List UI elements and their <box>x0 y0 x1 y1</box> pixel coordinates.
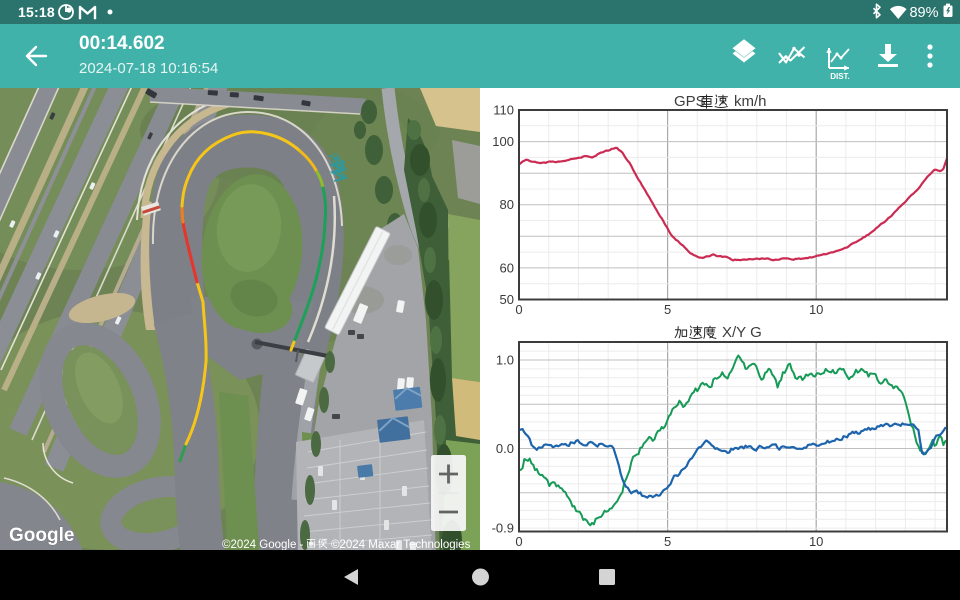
svg-text:0: 0 <box>515 534 522 549</box>
svg-text:110: 110 <box>493 103 514 118</box>
svg-text:1.0: 1.0 <box>496 353 514 368</box>
svg-text:10: 10 <box>809 302 823 317</box>
svg-text:100: 100 <box>492 134 514 149</box>
svg-text:60: 60 <box>500 260 514 275</box>
svg-text:Google: Google <box>9 525 74 546</box>
svg-text:80: 80 <box>500 197 514 212</box>
svg-text:0: 0 <box>515 302 522 317</box>
svg-text:GPS: GPS <box>674 93 706 110</box>
svg-text:0.0: 0.0 <box>496 441 514 456</box>
svg-text:DIST.: DIST. <box>830 72 850 81</box>
svg-text:5: 5 <box>664 302 671 317</box>
svg-text:-0.9: -0.9 <box>492 521 514 536</box>
svg-text:5: 5 <box>664 534 671 549</box>
svg-text:©2024 Maxar Technologies: ©2024 Maxar Technologies <box>331 539 471 550</box>
svg-text:10: 10 <box>809 534 823 549</box>
svg-text:50: 50 <box>500 292 514 307</box>
svg-text:X/Y G: X/Y G <box>722 324 762 341</box>
svg-text:©2024 Google -: ©2024 Google - <box>222 539 304 550</box>
svg-text:89%: 89% <box>909 5 938 21</box>
svg-text:km/h: km/h <box>734 93 767 110</box>
